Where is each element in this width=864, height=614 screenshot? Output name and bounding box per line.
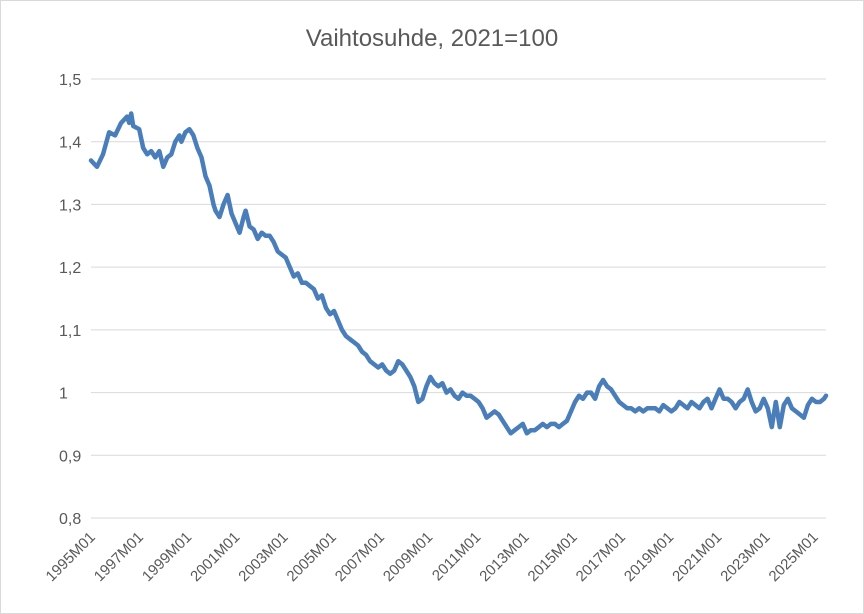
x-tick-label: 2001M01 (187, 529, 243, 585)
x-tick-label: 2015M01 (525, 529, 581, 585)
y-tick-label: 1 (59, 386, 68, 403)
x-tick-label: 2025M01 (766, 529, 822, 585)
y-tick-label: 1,5 (59, 72, 81, 89)
chart-title: Vaihtosuhde, 2021=100 (306, 25, 558, 52)
gridlines (91, 78, 826, 519)
plot-area (88, 111, 829, 436)
y-tick-label: 0,8 (59, 511, 81, 528)
x-tick-label: 2005M01 (284, 529, 340, 585)
x-tick-label: 2007M01 (332, 529, 388, 585)
x-tick-label: 2017M01 (573, 529, 629, 585)
x-tick-label: 2003M01 (235, 529, 291, 585)
y-tick-label: 1,3 (59, 197, 81, 214)
x-tick-label: 1999M01 (139, 529, 195, 585)
y-axis: 0,8 0,9 1 1,1 1,2 1,3 1,4 1,5 (59, 72, 81, 528)
y-tick-label: 1,4 (59, 135, 81, 152)
x-tick-label: 2019M01 (621, 529, 677, 585)
x-tick-label: 2009M01 (380, 529, 436, 585)
x-tick-label: 1995M01 (43, 529, 99, 585)
x-axis: 1995M011997M011999M012001M012003M012005M… (43, 529, 822, 585)
x-tick-label: 1997M01 (91, 529, 147, 585)
x-tick-label: 2021M01 (669, 529, 725, 585)
x-tick-label: 2011M01 (429, 529, 484, 584)
x-tick-label: 2013M01 (476, 529, 532, 585)
y-tick-label: 0,9 (59, 448, 81, 465)
y-tick-label: 1,1 (59, 323, 81, 340)
y-tick-label: 1,2 (59, 260, 81, 277)
series-line (88, 111, 829, 436)
x-tick-label: 2023M01 (717, 529, 773, 585)
